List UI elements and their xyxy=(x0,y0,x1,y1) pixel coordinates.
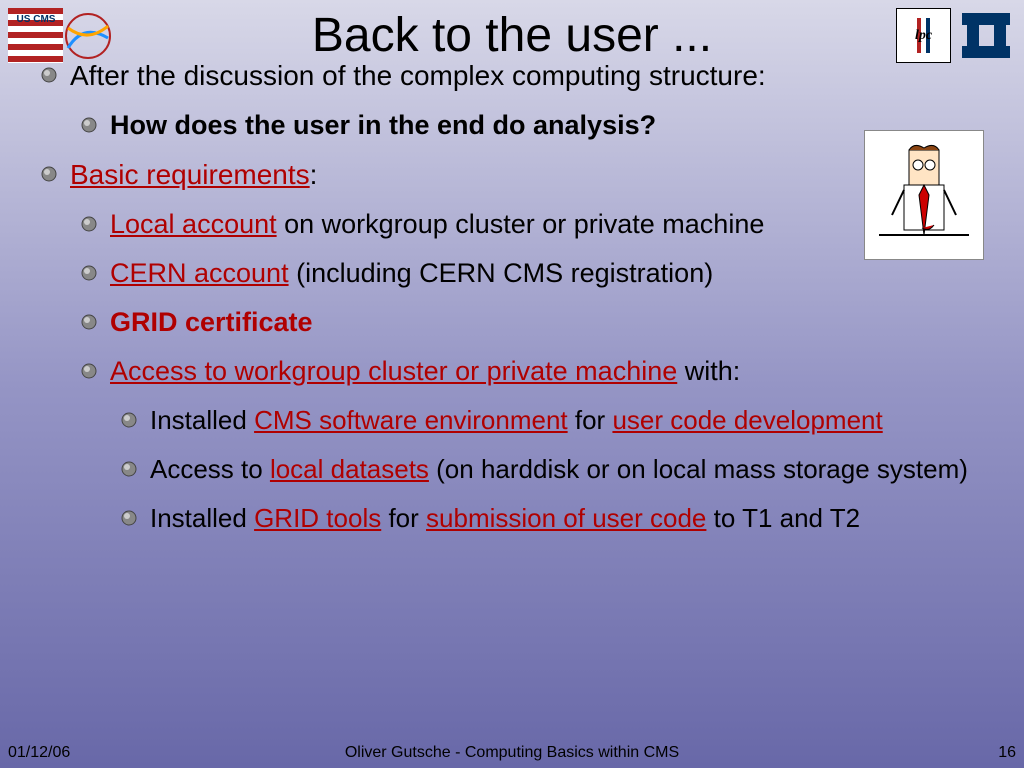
bullet-grid-tools: Installed GRID tools for submission of u… xyxy=(120,503,984,534)
bullet-text: GRID certificate xyxy=(110,307,313,338)
footer-page: 16 xyxy=(998,744,1016,762)
text-underline: Basic requirements xyxy=(70,159,310,190)
bullet-basic-req: Basic requirements: xyxy=(40,159,984,191)
bullet-grid-cert: GRID certificate xyxy=(80,307,984,338)
text: for xyxy=(568,405,613,435)
bullet-icon xyxy=(80,362,98,380)
text-red: GRID certificate xyxy=(110,307,313,337)
bullet-local-datasets: Access to local datasets (on harddisk or… xyxy=(120,454,984,485)
bullet-text: Installed GRID tools for submission of u… xyxy=(150,503,860,534)
bullet-text: Access to workgroup cluster or private m… xyxy=(110,356,740,387)
bullet-text: How does the user in the end do analysis… xyxy=(110,110,656,141)
footer-center: Oliver Gutsche - Computing Basics within… xyxy=(0,744,1024,762)
slide-title: Back to the user ... xyxy=(0,8,1024,63)
bullet-how-does: How does the user in the end do analysis… xyxy=(80,110,984,141)
bullet-icon xyxy=(120,460,138,478)
bullet-text: Access to local datasets (on harddisk or… xyxy=(150,454,968,485)
text-red: GRID tools xyxy=(254,503,381,533)
bullet-text: Installed CMS software environment for u… xyxy=(150,405,883,436)
bullet-local-account: Local account on workgroup cluster or pr… xyxy=(80,209,984,240)
text: Installed xyxy=(150,405,254,435)
text-red: local datasets xyxy=(270,454,429,484)
text-red: user code development xyxy=(612,405,882,435)
text-red: submission of user code xyxy=(426,503,706,533)
text: Access to xyxy=(150,454,270,484)
text: (on harddisk or on local mass storage sy… xyxy=(429,454,968,484)
text: Installed xyxy=(150,503,254,533)
text: to T1 and T2 xyxy=(706,503,860,533)
text: with: xyxy=(677,356,740,386)
bullet-text: Local account on workgroup cluster or pr… xyxy=(110,209,764,240)
text: for xyxy=(381,503,426,533)
bullet-cms-env: Installed CMS software environment for u… xyxy=(120,405,984,436)
text-red: CERN account xyxy=(110,258,289,288)
bullet-icon xyxy=(40,66,58,84)
bullet-text: Basic requirements: xyxy=(70,159,317,191)
bullet-icon xyxy=(80,264,98,282)
bullet-icon xyxy=(120,509,138,527)
bullet-icon xyxy=(80,116,98,134)
lpc-label: lpc xyxy=(915,28,932,44)
bullet-text: After the discussion of the complex comp… xyxy=(70,60,766,92)
text-red: CMS software environment xyxy=(254,405,568,435)
bullet-text: CERN account (including CERN CMS registr… xyxy=(110,258,713,289)
bullet-after-discussion: After the discussion of the complex comp… xyxy=(40,60,984,92)
text: on workgroup cluster or private machine xyxy=(277,209,765,239)
bullet-cern-account: CERN account (including CERN CMS registr… xyxy=(80,258,984,289)
text-red: Local account xyxy=(110,209,277,239)
text: : xyxy=(310,159,318,190)
text-red: Access to workgroup cluster or private m… xyxy=(110,356,677,386)
bullet-access-cluster: Access to workgroup cluster or private m… xyxy=(80,356,984,387)
slide-content: After the discussion of the complex comp… xyxy=(40,60,984,534)
text: (including CERN CMS registration) xyxy=(289,258,714,288)
bullet-icon xyxy=(120,411,138,429)
bullet-icon xyxy=(80,313,98,331)
bullet-icon xyxy=(80,215,98,233)
bullet-icon xyxy=(40,165,58,183)
